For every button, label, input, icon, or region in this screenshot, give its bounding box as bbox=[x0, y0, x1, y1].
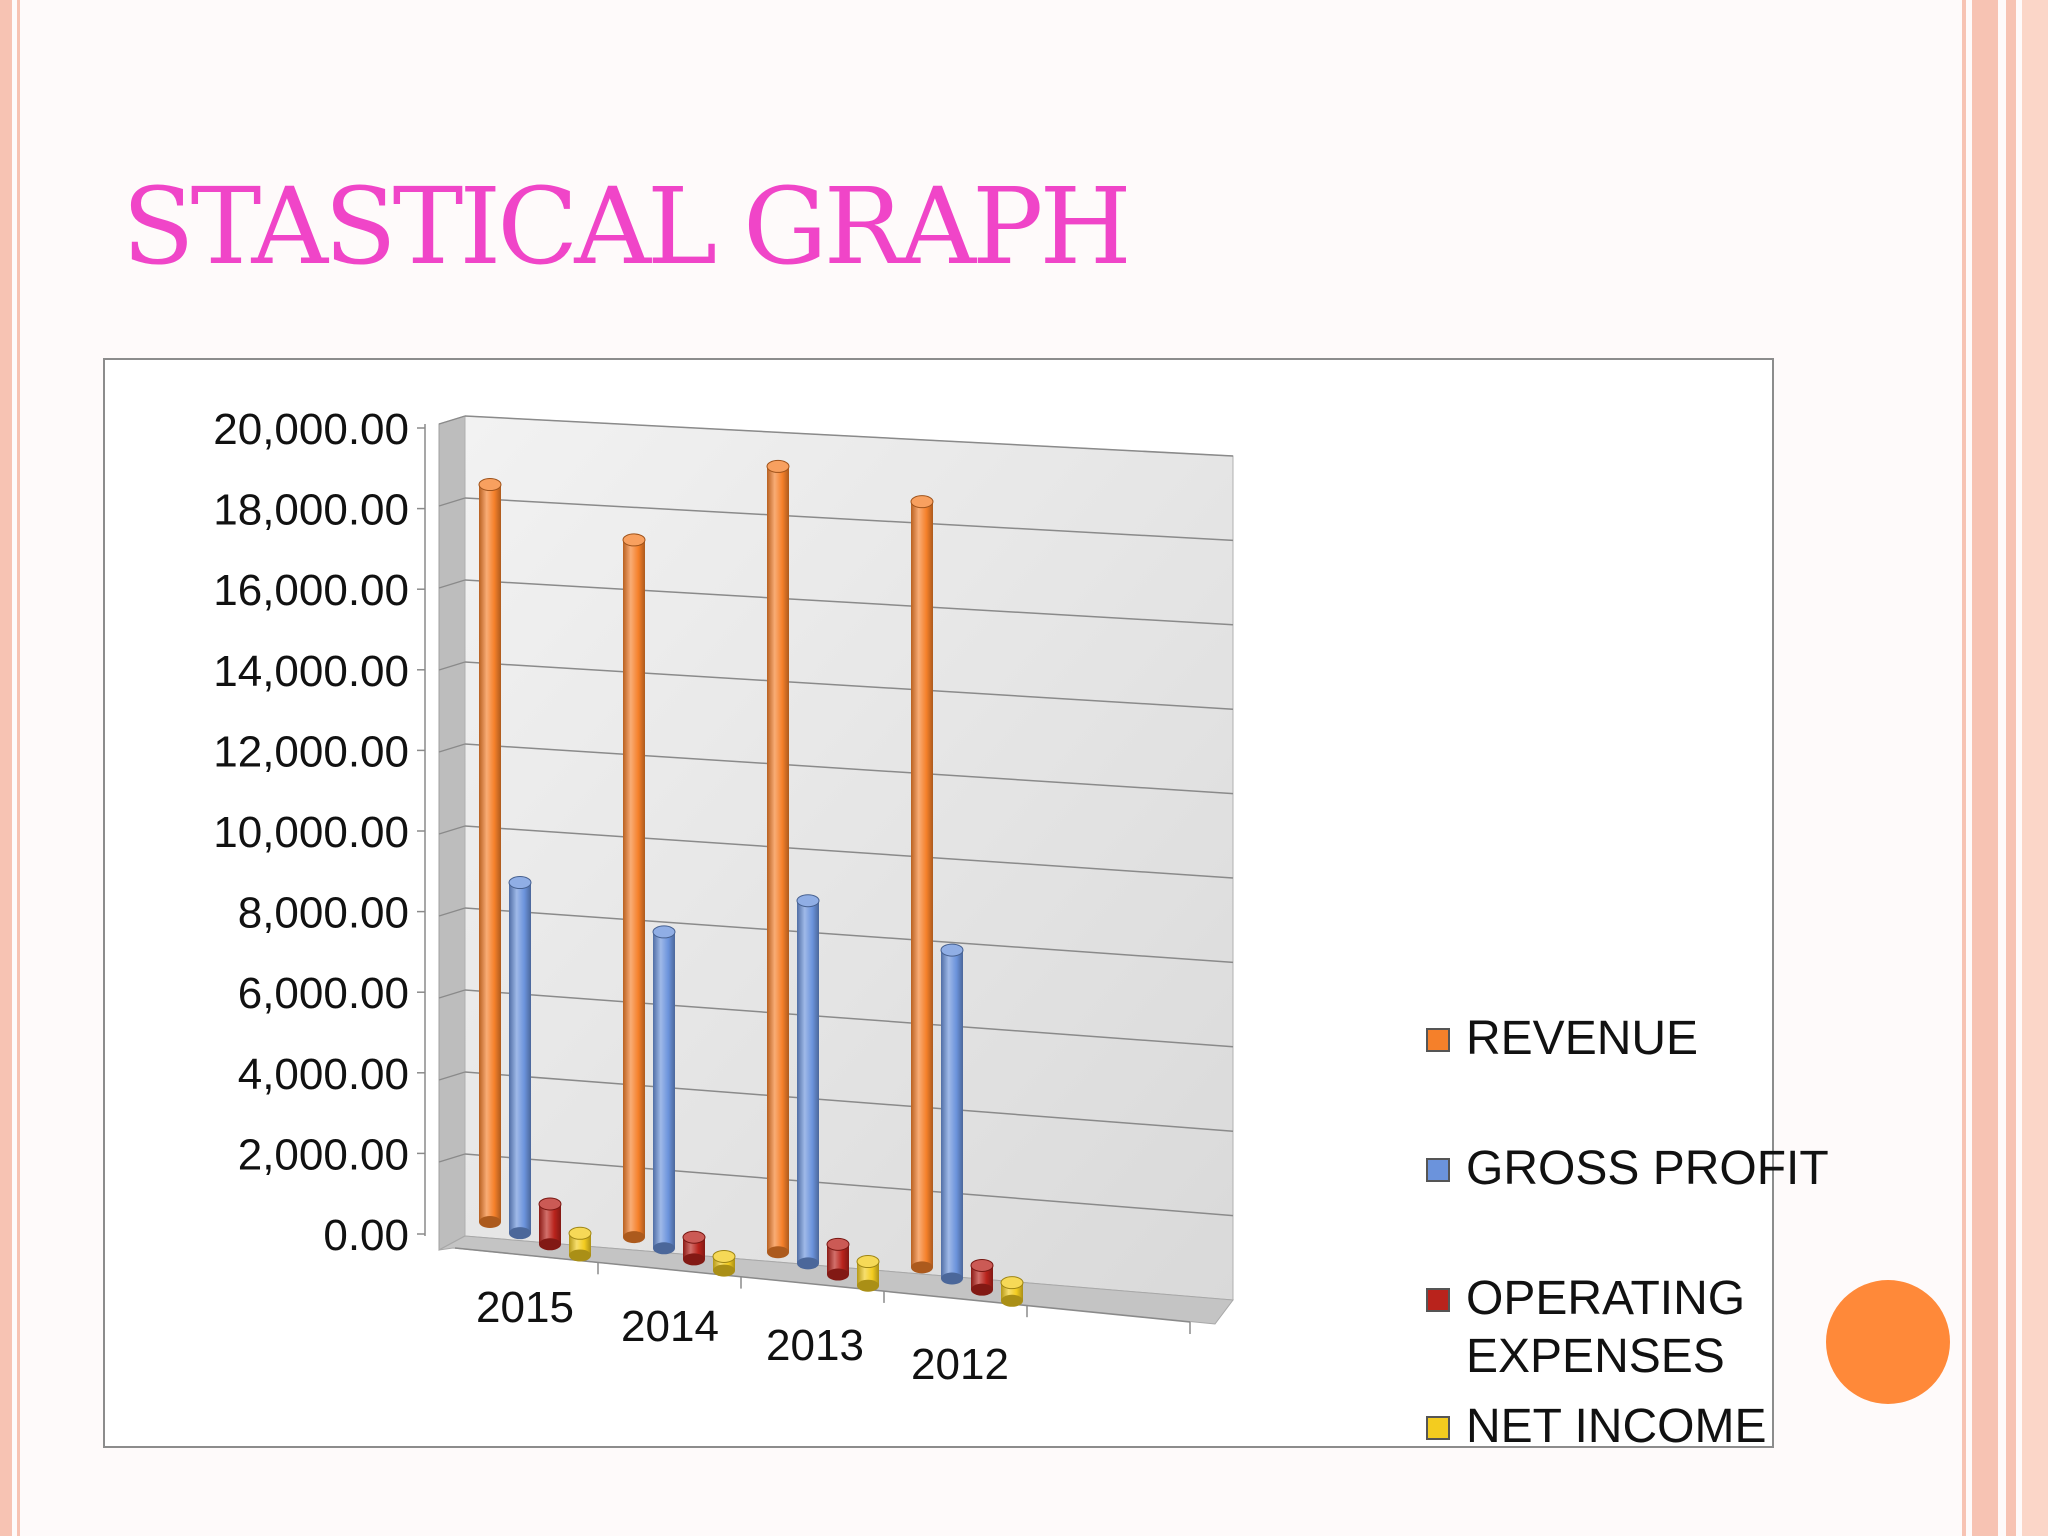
y-tick-label: 8,000.00 bbox=[238, 889, 409, 938]
gridline-side bbox=[438, 661, 466, 671]
gridline-side bbox=[438, 743, 466, 753]
gridline-side bbox=[438, 1153, 466, 1163]
legend-item: REVENUE bbox=[1426, 1010, 1866, 1068]
x-tick-label: 2013 bbox=[766, 1321, 864, 1370]
bar-net-income-2013 bbox=[856, 1255, 880, 1292]
gridline bbox=[464, 661, 1234, 710]
legend-label: REVENUE bbox=[1466, 1012, 1699, 1065]
legend-item: GROSS PROFIT bbox=[1426, 1140, 1866, 1198]
gridline-side bbox=[438, 579, 466, 589]
gridline bbox=[464, 907, 1234, 964]
bar-gross-profit-2015 bbox=[508, 876, 532, 1240]
y-tick-label: 12,000.00 bbox=[213, 727, 409, 776]
gridline bbox=[464, 743, 1234, 795]
legend-label: OPERATING EXPENSES bbox=[1466, 1272, 1746, 1383]
y-tick-label: 10,000.00 bbox=[213, 808, 409, 857]
gridline-side bbox=[438, 907, 466, 917]
gridline-side bbox=[438, 825, 466, 835]
legend-item: NET INCOME bbox=[1426, 1398, 1866, 1456]
bar-revenue-2014 bbox=[622, 533, 646, 1244]
legend-swatch bbox=[1426, 1028, 1450, 1052]
frame-right-stripe-a bbox=[1962, 0, 1966, 1536]
y-tick-label: 4,000.00 bbox=[238, 1050, 409, 1099]
frame-right-stripe-c bbox=[2006, 0, 2016, 1536]
bar-operating-expenses-2015 bbox=[538, 1197, 562, 1251]
y-tick-label: 6,000.00 bbox=[238, 969, 409, 1018]
bar-operating-expenses-2014 bbox=[682, 1230, 706, 1266]
legend-label: GROSS PROFIT bbox=[1466, 1142, 1829, 1195]
gridline bbox=[464, 1071, 1234, 1132]
x-tick-label: 2012 bbox=[911, 1340, 1009, 1389]
frame-left-inner-stripe bbox=[17, 0, 20, 1536]
y-tick-label: 20,000.00 bbox=[213, 405, 409, 454]
bar-gross-profit-2012 bbox=[940, 943, 964, 1285]
y-tick-label: 16,000.00 bbox=[213, 566, 409, 615]
decorative-circle bbox=[1826, 1280, 1950, 1404]
frame-left-stripe bbox=[0, 0, 12, 1536]
y-tick-label: 14,000.00 bbox=[213, 647, 409, 696]
legend-label: NET INCOME bbox=[1466, 1400, 1767, 1453]
chart-container: 0.00 2,000.00 4,000.00 6,000.00 8,000.00 10,0… bbox=[103, 358, 1829, 1453]
gridline bbox=[464, 825, 1234, 879]
gridline-side bbox=[438, 1071, 466, 1081]
gridline-side bbox=[438, 415, 466, 425]
bar-revenue-2012 bbox=[910, 495, 934, 1274]
gridline bbox=[464, 1153, 1234, 1217]
legend-swatch bbox=[1426, 1158, 1450, 1182]
bar-revenue-2013 bbox=[766, 459, 790, 1259]
bar-revenue-2015 bbox=[478, 478, 502, 1228]
bar-net-income-2015 bbox=[568, 1226, 592, 1262]
bar-operating-expenses-2013 bbox=[826, 1237, 850, 1281]
legend-swatch bbox=[1426, 1288, 1450, 1312]
y-tick-label: 18,000.00 bbox=[213, 486, 409, 535]
bar-chart: 0.00 2,000.00 4,000.00 6,000.00 8,000.00 10,0… bbox=[213, 405, 1234, 1389]
slide-title: STASTICAL GRAPH bbox=[122, 165, 1132, 288]
y-tick-label: 0.00 bbox=[323, 1211, 409, 1260]
x-tick-label: 2014 bbox=[621, 1302, 719, 1351]
chart-back-wall bbox=[464, 415, 1234, 1301]
gridline bbox=[464, 989, 1234, 1048]
gridline-side bbox=[438, 497, 466, 507]
x-tick-label: 2015 bbox=[476, 1283, 574, 1332]
bar-operating-expenses-2012 bbox=[970, 1258, 994, 1296]
gridline-side bbox=[438, 989, 466, 999]
legend-item: OPERATING EXPENSES bbox=[1426, 1270, 1866, 1386]
bar-net-income-2012 bbox=[1000, 1276, 1024, 1307]
frame-right-stripe-b bbox=[1972, 0, 1998, 1536]
bar-gross-profit-2014 bbox=[652, 925, 676, 1255]
bar-net-income-2014 bbox=[712, 1249, 736, 1277]
legend-swatch bbox=[1426, 1416, 1450, 1440]
y-tick-label: 2,000.00 bbox=[238, 1130, 409, 1179]
gridline bbox=[464, 415, 1234, 457]
gridline bbox=[464, 579, 1234, 626]
gridline bbox=[464, 497, 1234, 542]
frame-right-stripe-d bbox=[2022, 0, 2048, 1536]
bar-gross-profit-2013 bbox=[796, 894, 820, 1270]
